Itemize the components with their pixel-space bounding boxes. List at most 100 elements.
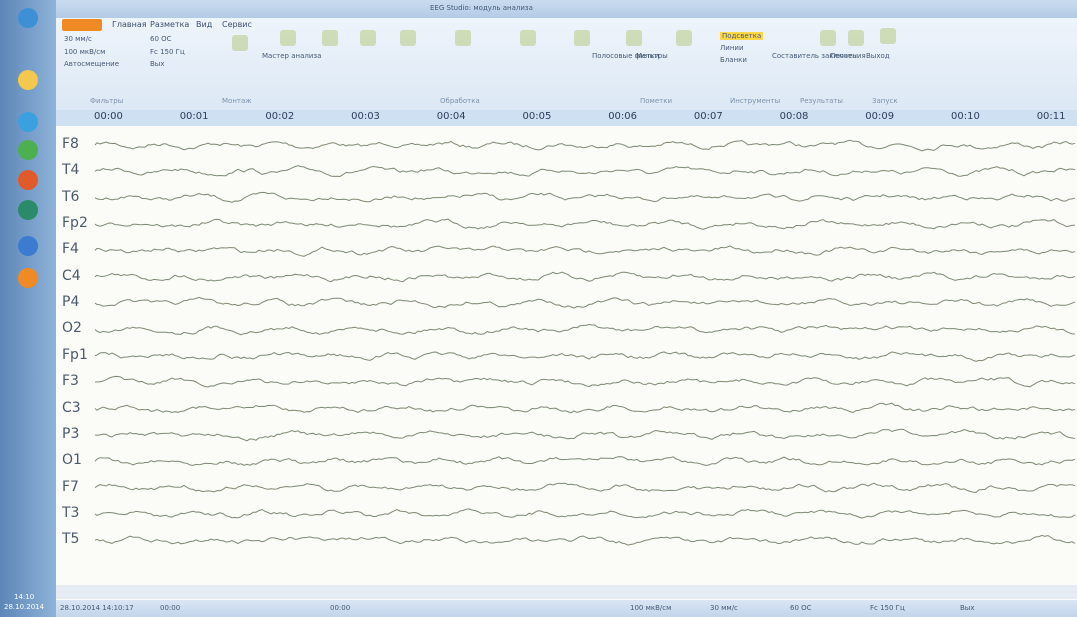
channel-label: P3 (62, 426, 79, 442)
eeg-trace (95, 325, 1075, 335)
eeg-trace (95, 376, 1075, 387)
ribbon-button[interactable]: Печать (830, 52, 856, 60)
ribbon-group-label: Пометки (640, 97, 672, 105)
trace-area (0, 0, 1077, 617)
ribbon-icon[interactable] (820, 30, 836, 46)
ribbon-tab[interactable]: Главная (112, 20, 147, 29)
eeg-trace (95, 297, 1075, 308)
eeg-trace (95, 403, 1075, 413)
eeg-trace (95, 219, 1075, 229)
eeg-trace (95, 140, 1075, 151)
channel-label: Fp2 (62, 215, 88, 231)
taskbar-icon[interactable] (18, 8, 38, 28)
taskbar-icon[interactable] (18, 140, 38, 160)
ribbon-group-label: Запуск (872, 97, 898, 105)
time-label: 00:09 (865, 111, 894, 122)
status-field: Fc 150 Гц (870, 604, 905, 612)
status-field: 60 ОС (790, 604, 812, 612)
ribbon-button[interactable]: Линии (720, 44, 744, 52)
eeg-trace (95, 246, 1075, 256)
time-label: 00:02 (265, 111, 294, 122)
ribbon-button[interactable]: Вых (150, 60, 164, 68)
taskbar-icon[interactable] (18, 268, 38, 288)
time-label: 00:06 (608, 111, 637, 122)
ribbon-tab[interactable]: Сервис (222, 20, 252, 29)
ribbon-button[interactable]: Подсветка (720, 32, 763, 40)
channel-label: F3 (62, 373, 79, 389)
status-field: 30 мм/с (710, 604, 738, 612)
eeg-trace (95, 352, 1075, 362)
ribbon-icon[interactable] (400, 30, 416, 46)
ribbon-button[interactable]: Автосмещение (64, 60, 119, 68)
ribbon-icon[interactable] (676, 30, 692, 46)
time-label: 00:11 (1037, 111, 1066, 122)
channel-label: F8 (62, 136, 79, 152)
channel-label: F4 (62, 241, 79, 257)
eeg-trace (95, 483, 1075, 492)
time-label: 00:01 (180, 111, 209, 122)
ribbon-tab[interactable]: Вид (196, 20, 212, 29)
time-label: 00:08 (780, 111, 809, 122)
window-title: EEG Studio: модуль анализа (430, 4, 533, 12)
eeg-trace (95, 272, 1075, 282)
clock-time: 14:10 (14, 593, 34, 601)
status-field: 00:00 (160, 604, 180, 612)
ribbon-icon[interactable] (880, 28, 896, 44)
taskbar-icon[interactable] (18, 170, 38, 190)
ribbon-button[interactable]: Метки (636, 52, 659, 60)
ribbon-icon[interactable] (360, 30, 376, 46)
status-field: 00:00 (330, 604, 350, 612)
app-menu-button[interactable] (62, 19, 102, 31)
ribbon-group-label: Монтаж (222, 97, 252, 105)
ribbon-icon[interactable] (520, 30, 536, 46)
ribbon-icon[interactable] (455, 30, 471, 46)
ribbon-tab[interactable]: Разметка (150, 20, 189, 29)
ribbon-button[interactable]: Fc 150 Гц (150, 48, 185, 56)
taskbar-icon[interactable] (18, 200, 38, 220)
ribbon-icon[interactable] (232, 35, 248, 51)
channel-label: O1 (62, 452, 82, 468)
time-label: 00:07 (694, 111, 723, 122)
channel-label: T6 (62, 189, 79, 205)
time-label: 00:03 (351, 111, 380, 122)
channel-label: O2 (62, 320, 82, 336)
ribbon-button[interactable]: 30 мм/с (64, 35, 92, 43)
ribbon-button[interactable]: Мастер анализа (262, 52, 321, 60)
eeg-trace (95, 166, 1075, 177)
channel-label: P4 (62, 294, 79, 310)
page: (() => { const data = JSON.parse(documen… (0, 0, 1077, 617)
time-label: 00:00 (94, 111, 123, 122)
channel-label: C4 (62, 268, 81, 284)
ribbon-group-label: Инструменты (730, 97, 780, 105)
taskbar-icon[interactable] (18, 70, 38, 90)
time-label: 00:05 (523, 111, 552, 122)
channel-label: T5 (62, 531, 79, 547)
ribbon-icon[interactable] (280, 30, 296, 46)
status-field: Вых (960, 604, 974, 612)
ribbon-group-label: Результаты (800, 97, 843, 105)
ribbon-icon[interactable] (848, 30, 864, 46)
taskbar-icon[interactable] (18, 236, 38, 256)
ribbon-icon[interactable] (322, 30, 338, 46)
eeg-trace (95, 429, 1075, 441)
time-label: 00:04 (437, 111, 466, 122)
eeg-trace (95, 192, 1075, 202)
ribbon-button[interactable]: 100 мкВ/см (64, 48, 105, 56)
ribbon-button[interactable]: Выход (866, 52, 890, 60)
channel-label: T4 (62, 162, 79, 178)
ribbon-group-label: Обработка (440, 97, 480, 105)
channel-label: F7 (62, 479, 79, 495)
ribbon-icon[interactable] (574, 30, 590, 46)
channel-label: C3 (62, 400, 81, 416)
eeg-trace (95, 457, 1075, 466)
eeg-trace (95, 509, 1075, 518)
taskbar-icon[interactable] (18, 112, 38, 132)
ribbon-icon[interactable] (626, 30, 642, 46)
time-label: 00:10 (951, 111, 980, 122)
eeg-trace (95, 535, 1075, 545)
ribbon-button[interactable]: 60 ОС (150, 35, 172, 43)
clock-date: 28.10.2014 (4, 603, 44, 611)
channel-label: Fp1 (62, 347, 88, 363)
status-field: 28.10.2014 14:10:17 (60, 604, 134, 612)
ribbon-button[interactable]: Бланки (720, 56, 747, 64)
